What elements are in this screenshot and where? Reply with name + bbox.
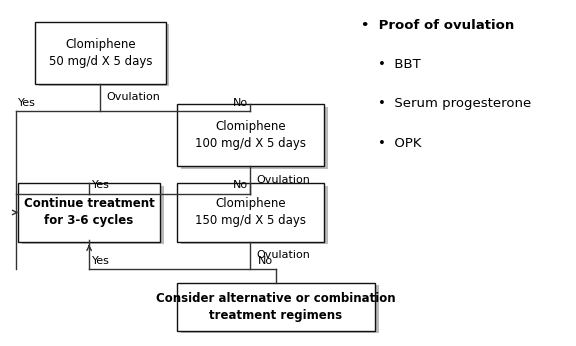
- FancyBboxPatch shape: [35, 22, 165, 84]
- Text: •  BBT: • BBT: [361, 58, 420, 71]
- Text: Ovulation: Ovulation: [256, 175, 310, 185]
- Text: Continue treatment
for 3-6 cycles: Continue treatment for 3-6 cycles: [24, 198, 154, 227]
- Text: Yes: Yes: [18, 98, 36, 108]
- Text: Clomiphene
50 mg/d X 5 days: Clomiphene 50 mg/d X 5 days: [49, 38, 152, 68]
- FancyBboxPatch shape: [39, 24, 169, 86]
- Text: Ovulation: Ovulation: [256, 251, 310, 261]
- Text: Ovulation: Ovulation: [106, 92, 160, 102]
- Text: Clomiphene
100 mg/d X 5 days: Clomiphene 100 mg/d X 5 days: [195, 120, 306, 150]
- Text: •  Proof of ovulation: • Proof of ovulation: [361, 19, 514, 31]
- FancyBboxPatch shape: [181, 285, 379, 333]
- FancyBboxPatch shape: [177, 283, 375, 331]
- Text: •  Serum progesterone: • Serum progesterone: [361, 98, 531, 110]
- FancyBboxPatch shape: [18, 183, 160, 242]
- FancyBboxPatch shape: [22, 186, 164, 244]
- Text: Yes: Yes: [92, 256, 110, 266]
- Text: Clomiphene
150 mg/d X 5 days: Clomiphene 150 mg/d X 5 days: [195, 198, 306, 227]
- Text: •  OPK: • OPK: [361, 137, 421, 150]
- FancyBboxPatch shape: [177, 104, 324, 166]
- Text: Yes: Yes: [92, 180, 110, 190]
- FancyBboxPatch shape: [181, 186, 328, 244]
- Text: No: No: [258, 256, 273, 266]
- Text: No: No: [233, 98, 248, 108]
- Text: No: No: [233, 180, 248, 190]
- Text: Consider alternative or combination
treatment regimens: Consider alternative or combination trea…: [156, 292, 396, 322]
- FancyBboxPatch shape: [177, 183, 324, 242]
- FancyBboxPatch shape: [181, 107, 328, 169]
